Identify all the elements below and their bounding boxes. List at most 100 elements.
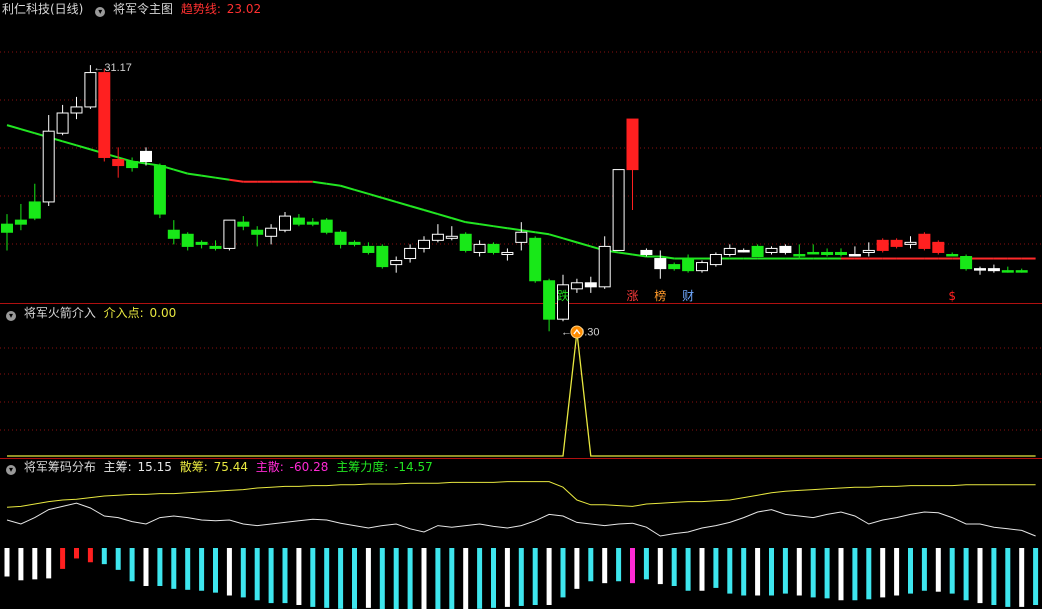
trend-line-segment	[395, 200, 411, 207]
chip-bar	[449, 548, 455, 609]
candle-body	[306, 221, 319, 225]
rocket-panel-header: ▾ 将军火箭介入 介入点: 0.00	[2, 304, 180, 322]
candle-body	[112, 158, 125, 167]
trend-line-segment	[437, 213, 453, 220]
candle-body	[28, 201, 41, 219]
disperse-label: 主散:	[255, 460, 284, 474]
chip-bar	[435, 548, 441, 609]
entry-label: 介入点:	[103, 306, 144, 320]
candle-body	[181, 233, 194, 247]
trend-line-segment	[535, 231, 550, 236]
stock-title[interactable]: 利仁科技(日线)	[2, 2, 84, 16]
candle-body	[904, 241, 917, 245]
chip-bar	[602, 548, 608, 584]
candle-body	[612, 169, 625, 251]
trend-line-segment	[173, 168, 188, 175]
trend-line-segment	[62, 140, 77, 147]
candle-body	[807, 251, 820, 255]
candle-body	[348, 241, 361, 245]
chip-bar	[755, 548, 761, 596]
trend-line-segment	[215, 176, 230, 181]
candle-body	[459, 233, 472, 251]
main-value: 15.15	[137, 460, 172, 474]
scatter-label: 散筹:	[179, 460, 208, 474]
candle-body	[793, 253, 806, 257]
candle-body	[42, 130, 55, 203]
candle-body	[751, 245, 764, 258]
trend-line-segment	[423, 209, 439, 216]
collapse-icon[interactable]: ▾	[6, 311, 16, 321]
indicator-name[interactable]: 将军令主图	[113, 2, 174, 16]
candle-body	[737, 249, 750, 253]
chip-bar	[268, 548, 274, 604]
trend-line-segment	[326, 182, 341, 187]
candle-body	[501, 251, 514, 255]
chip-bar	[46, 548, 52, 579]
chip-bar	[810, 548, 816, 598]
chip-bar	[504, 548, 510, 607]
candle-body	[418, 239, 430, 249]
trend-line-segment	[660, 255, 675, 260]
candle-body	[279, 215, 291, 231]
force-value: -14.57	[394, 460, 433, 474]
chip-bar	[908, 548, 913, 594]
trend-line-segment	[451, 217, 466, 224]
rocket-line	[7, 331, 1036, 457]
chip-bar	[518, 548, 524, 606]
chip-bar	[546, 548, 552, 605]
chip-bar	[560, 548, 566, 598]
signal-marker: $	[948, 289, 956, 303]
trend-line-segment	[76, 144, 91, 151]
collapse-icon[interactable]: ▾	[6, 465, 16, 475]
chip-bar	[685, 548, 691, 591]
candle-body	[821, 251, 834, 255]
rocket-marker-icon	[570, 325, 584, 339]
high-price-label: ←31.17	[93, 62, 132, 74]
candle-body	[835, 251, 847, 255]
collapse-icon[interactable]: ▾	[95, 7, 106, 17]
candle-body	[376, 245, 389, 268]
indicator-name[interactable]: 将军筹码分布	[23, 460, 96, 474]
chip-bar	[880, 548, 886, 598]
chip-bar	[630, 548, 635, 584]
candle-body	[1015, 270, 1028, 273]
trend-line-segment	[576, 241, 592, 248]
entry-value: 0.00	[149, 306, 177, 320]
trend-line-segment	[479, 223, 494, 228]
candle-body	[848, 253, 861, 257]
trend-line-segment	[229, 178, 244, 183]
trend-line-segment	[187, 172, 202, 177]
candle-body	[1001, 270, 1014, 273]
trend-line-segment	[201, 174, 216, 179]
chip-bar	[115, 548, 121, 570]
trend-line-segment	[562, 237, 578, 244]
chip-bar	[157, 548, 163, 586]
chip-bar	[199, 548, 205, 591]
candle-body	[251, 229, 264, 235]
scatter-value: 75.44	[213, 460, 248, 474]
chip-bar	[185, 548, 191, 590]
candle-body	[237, 221, 250, 227]
candle-body	[709, 253, 722, 266]
candle-body	[946, 253, 959, 257]
candle-body	[390, 260, 403, 266]
candle-body	[987, 268, 1000, 272]
indicator-name[interactable]: 将军火箭介入	[23, 306, 96, 320]
trend-line-segment	[618, 251, 633, 256]
candle-body	[70, 106, 83, 114]
trend-line-segment	[340, 184, 355, 191]
chevron-up-icon	[573, 328, 581, 335]
signal-marker: 榜	[654, 288, 666, 303]
candle-body	[918, 233, 931, 249]
trend-line-segment	[548, 233, 564, 240]
candle-body	[98, 72, 111, 158]
candle-body	[668, 264, 681, 270]
chip-bar	[588, 548, 594, 582]
main-label: 主筹:	[103, 460, 132, 474]
chip-bar	[532, 548, 538, 605]
candle-body	[974, 268, 986, 271]
chip-bar	[963, 548, 969, 601]
chip-bar	[1019, 548, 1025, 607]
candle-body	[723, 247, 736, 255]
candle-body	[362, 245, 375, 253]
